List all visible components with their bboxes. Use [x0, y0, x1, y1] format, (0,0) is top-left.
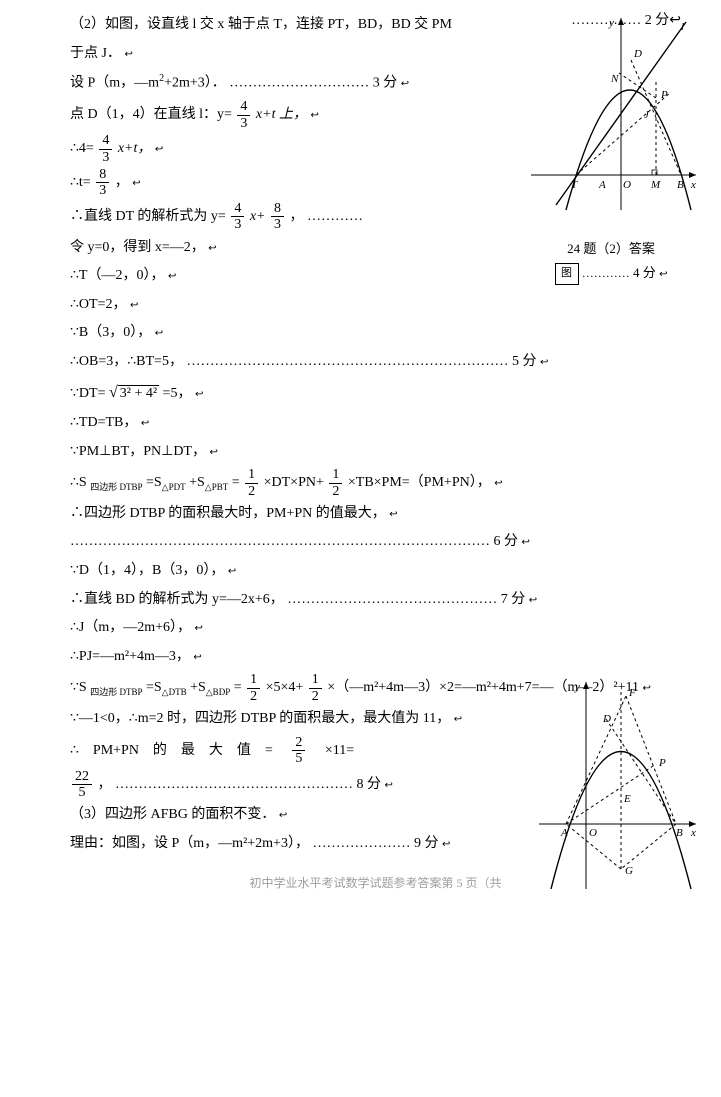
T-point: ∴T（—2，0），: [70, 268, 164, 283]
set-p-a: 设 P（m，—m: [70, 76, 159, 91]
para2-line2: 于点 J．: [70, 46, 121, 61]
m2-max11: ∵—1<0，∴m=2 时，四边形 DTBP 的面积最大，最大值为 11，: [70, 711, 450, 726]
set-p-b: +2m+3）．: [164, 76, 226, 91]
reason: 理由：如图，设 P（m，—m²+2m+3），: [70, 836, 309, 851]
t-eq-b: ，: [115, 175, 129, 190]
diagram-2: x y A O B D F P E G: [531, 674, 701, 905]
t-eq-a: ∴t=: [70, 175, 91, 190]
lineDT-a: ∴直线 DT 的解析式为 y=: [70, 209, 226, 224]
pointD-b: x+t 上，: [256, 108, 307, 123]
svg-text:E: E: [623, 793, 631, 805]
svg-text:x: x: [690, 179, 696, 191]
part3: （3）四边形 AFBG 的面积不变．: [70, 807, 275, 822]
PJ: ∴PJ=—m²+4m—3，: [70, 649, 190, 664]
TD-TB: ∴TD=TB，: [70, 415, 137, 430]
DT-a: ∵DT=: [70, 386, 105, 401]
B-point: ∵B（3，0），: [70, 325, 151, 340]
para2-line1: （2）如图，设直线 l 交 x 轴于点 T，连接 PT，BD，BD 交 PM: [70, 17, 452, 32]
svg-text:D: D: [602, 713, 611, 725]
svg-text:A: A: [560, 827, 568, 839]
svg-text:x: x: [690, 827, 696, 839]
pointD-a: 点 D（1，4）在直线 l：y=: [70, 108, 232, 123]
area-max: ∴四边形 DTBP 的面积最大时，PM+PN 的值最大，: [70, 506, 386, 521]
score-6: 6 分: [494, 534, 519, 549]
DT-b: =5，: [163, 386, 192, 401]
score-3: 3 分: [373, 76, 398, 91]
svg-text:y: y: [574, 681, 580, 693]
PM-PN-perp: ∵PM⊥BT，PN⊥DT，: [70, 444, 206, 459]
let-y0: 令 y=0，得到 x=—2，: [70, 240, 205, 255]
svg-text:G: G: [625, 865, 633, 877]
J-point: ∴J（m，—2m+6），: [70, 620, 191, 635]
therefore4-b: x+t，: [118, 141, 152, 156]
score-8: 8 分: [357, 777, 382, 792]
graph-svg-2: x y A O B D F P E G: [531, 674, 701, 894]
score-5: 5 分: [512, 354, 537, 369]
svg-text:P: P: [658, 757, 666, 769]
svg-text:F: F: [628, 687, 636, 699]
D-B-points: ∵D（1，4），B（3，0），: [70, 563, 224, 578]
svg-text:B: B: [676, 827, 683, 839]
pmpn-a: ∴ PM+PN 的 最 大 值 =: [70, 743, 287, 758]
svg-text:O: O: [589, 827, 597, 839]
therefore4-a: ∴4=: [70, 141, 94, 156]
OB-BT: ∴OB=3，∴BT=5，: [70, 354, 183, 369]
score-9: 9 分: [414, 836, 439, 851]
svg-text:l: l: [681, 21, 684, 33]
OT: ∴OT=2，: [70, 297, 126, 312]
score-7: 7 分: [501, 592, 526, 607]
line-BD: ∴直线 BD 的解析式为 y=—2x+6，: [70, 592, 284, 607]
